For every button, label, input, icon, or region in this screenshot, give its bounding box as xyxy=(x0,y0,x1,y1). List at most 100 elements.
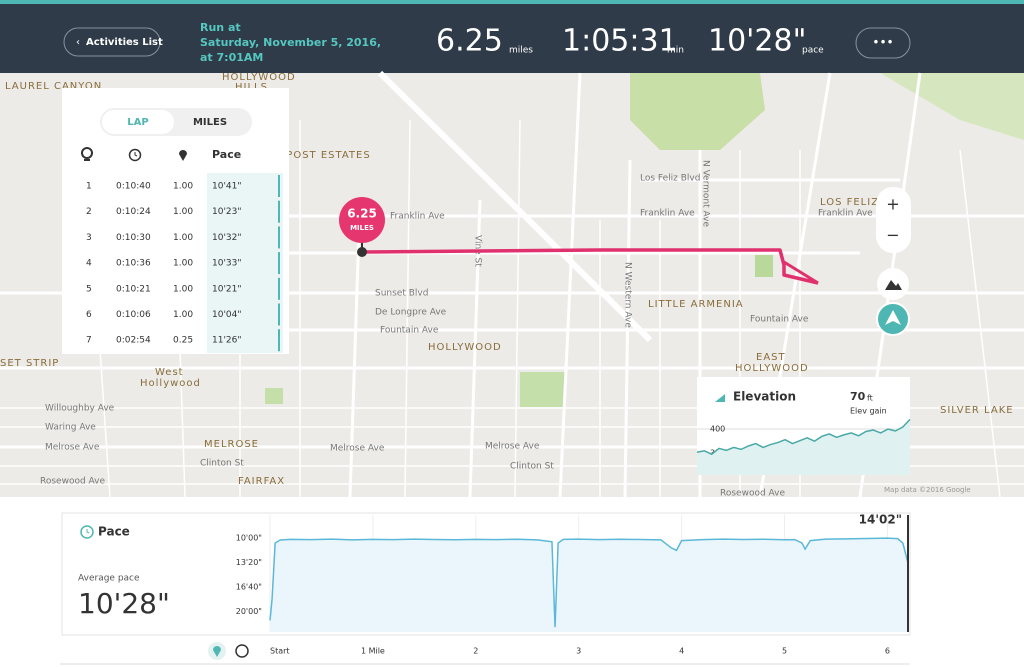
elevation-area xyxy=(697,419,910,475)
marker-value: 6.25 xyxy=(347,207,377,221)
map-label: Franklin Ave xyxy=(818,209,873,219)
pace-line xyxy=(269,537,909,628)
map-label: HOLLYWOOD xyxy=(735,363,809,374)
header-icons xyxy=(81,147,187,162)
map-label: HILLS xyxy=(235,82,268,93)
stat-value: 1:05:31 xyxy=(562,24,678,59)
map-label: HOLLYWOOD xyxy=(428,342,502,353)
x-tick-label: Start xyxy=(270,647,290,656)
lap-cell: 10'21" xyxy=(212,284,242,294)
pace-header: Pace xyxy=(212,148,241,161)
x-tick-label: 6 xyxy=(885,647,890,656)
park xyxy=(630,73,765,150)
back-button[interactable] xyxy=(63,27,161,57)
back-chevron: ‹ xyxy=(76,37,80,48)
lap-cell: 1.00 xyxy=(173,259,193,269)
park xyxy=(755,255,773,277)
map-label: SET STRIP xyxy=(0,358,59,369)
zoom-control xyxy=(876,187,911,253)
avg-label: Average pace xyxy=(78,574,140,584)
map-label: Melrose Ave xyxy=(330,444,385,454)
map-label: Waring Ave xyxy=(45,423,96,433)
map-label: LOS FELIZ xyxy=(820,197,879,208)
lap-cell: 10'04" xyxy=(212,310,242,320)
zoom-out[interactable]: − xyxy=(886,226,899,245)
map-label: EAST xyxy=(756,352,786,363)
pace-title: Pace xyxy=(98,525,130,539)
x-tick-label: 1 Mile xyxy=(361,647,385,656)
map-label: Clinton St xyxy=(200,459,244,469)
lap-cell: 7 xyxy=(86,336,92,346)
lap-cell: 0:10:30 xyxy=(116,233,151,243)
map-label: Rosewood Ave xyxy=(720,489,785,499)
map-credit: Map data ©2016 Google xyxy=(884,486,971,494)
map-label: LITTLE ARMENIA xyxy=(648,299,744,310)
lap-cell: 0.25 xyxy=(173,336,193,346)
map-label: Willoughby Ave xyxy=(45,404,115,414)
map-label: FAIRFAX xyxy=(238,476,285,487)
zoom-in[interactable]: + xyxy=(886,195,899,214)
tab[interactable]: MILES xyxy=(193,117,227,128)
map-label: Franklin Ave xyxy=(390,212,445,222)
map-label: Fountain Ave xyxy=(380,326,439,336)
tab[interactable]: LAP xyxy=(127,117,148,128)
lap-cell: 10'33" xyxy=(212,259,242,269)
lap-cell: 0:10:40 xyxy=(116,182,151,192)
map-label: Los Feliz Blvd xyxy=(640,174,700,184)
route-icon xyxy=(885,310,901,325)
stat-value: 6.25 xyxy=(436,24,503,59)
pace-icon xyxy=(86,529,90,534)
lap-cell: 2 xyxy=(86,207,92,217)
lap-cell: 0:10:21 xyxy=(116,284,151,294)
map-label: OUTPOST ESTATES xyxy=(262,150,371,161)
elevation-title: Elevation xyxy=(733,390,796,404)
header xyxy=(0,0,1024,73)
map-label: De Longpre Ave xyxy=(375,308,447,318)
stat-unit: min xyxy=(667,46,684,56)
map-label: N Western Ave xyxy=(623,262,633,328)
clock-toggle[interactable] xyxy=(235,644,249,658)
stat-unit: miles xyxy=(509,46,533,56)
x-tick-label: 5 xyxy=(782,647,787,656)
elev-gain-unit: ft xyxy=(867,394,873,403)
avg-value: 10'28" xyxy=(78,587,170,620)
lap-cell: 1.00 xyxy=(173,310,193,320)
x-tick-label: 2 xyxy=(473,647,478,656)
map-label: Sunset Blvd xyxy=(375,289,428,299)
title-line: Run at xyxy=(200,21,241,34)
y-tick-label: 16'40" xyxy=(236,582,262,591)
x-tick-label: 4 xyxy=(679,647,684,656)
map-label: Rosewood Ave xyxy=(40,477,105,487)
pace-icon xyxy=(80,525,94,539)
pace-area xyxy=(270,538,908,632)
map-label: HOLLYWOOD xyxy=(222,72,296,83)
max-pace: 14'02" xyxy=(859,513,902,527)
lap-cell: 5 xyxy=(86,284,92,294)
lap-cell: 0:02:54 xyxy=(116,336,151,346)
route xyxy=(783,260,819,285)
x-tick-label: 3 xyxy=(576,647,581,656)
lap-cell: 10'41" xyxy=(212,182,242,192)
map-label: Hollywood xyxy=(140,378,201,389)
stat-unit: pace xyxy=(802,46,824,56)
marker-unit: MILES xyxy=(350,224,374,232)
terrain-icon xyxy=(885,280,902,290)
lap-cell: 1.00 xyxy=(173,284,193,294)
lap-cell: 0:10:24 xyxy=(116,207,151,217)
map-label: LAUREL CANYON xyxy=(5,81,102,92)
pin-icon xyxy=(213,646,221,657)
back-label[interactable]: Activities List xyxy=(86,37,163,48)
map-label: SILVER LAKE xyxy=(940,405,1014,416)
y-tick-label: 400 xyxy=(710,425,725,434)
elev-gain: 70 xyxy=(850,390,866,403)
y-tick-label: 13'20" xyxy=(236,558,262,567)
y-tick-label: 20'00" xyxy=(236,607,262,616)
more-icon[interactable]: ••• xyxy=(872,36,893,50)
stat-value: 10'28" xyxy=(708,24,806,59)
lap-cell: 0:10:36 xyxy=(116,259,151,269)
marker[interactable] xyxy=(339,197,385,243)
top-bar xyxy=(0,0,1024,4)
title-line: at 7:01AM xyxy=(200,51,263,64)
more-button[interactable] xyxy=(855,27,911,59)
